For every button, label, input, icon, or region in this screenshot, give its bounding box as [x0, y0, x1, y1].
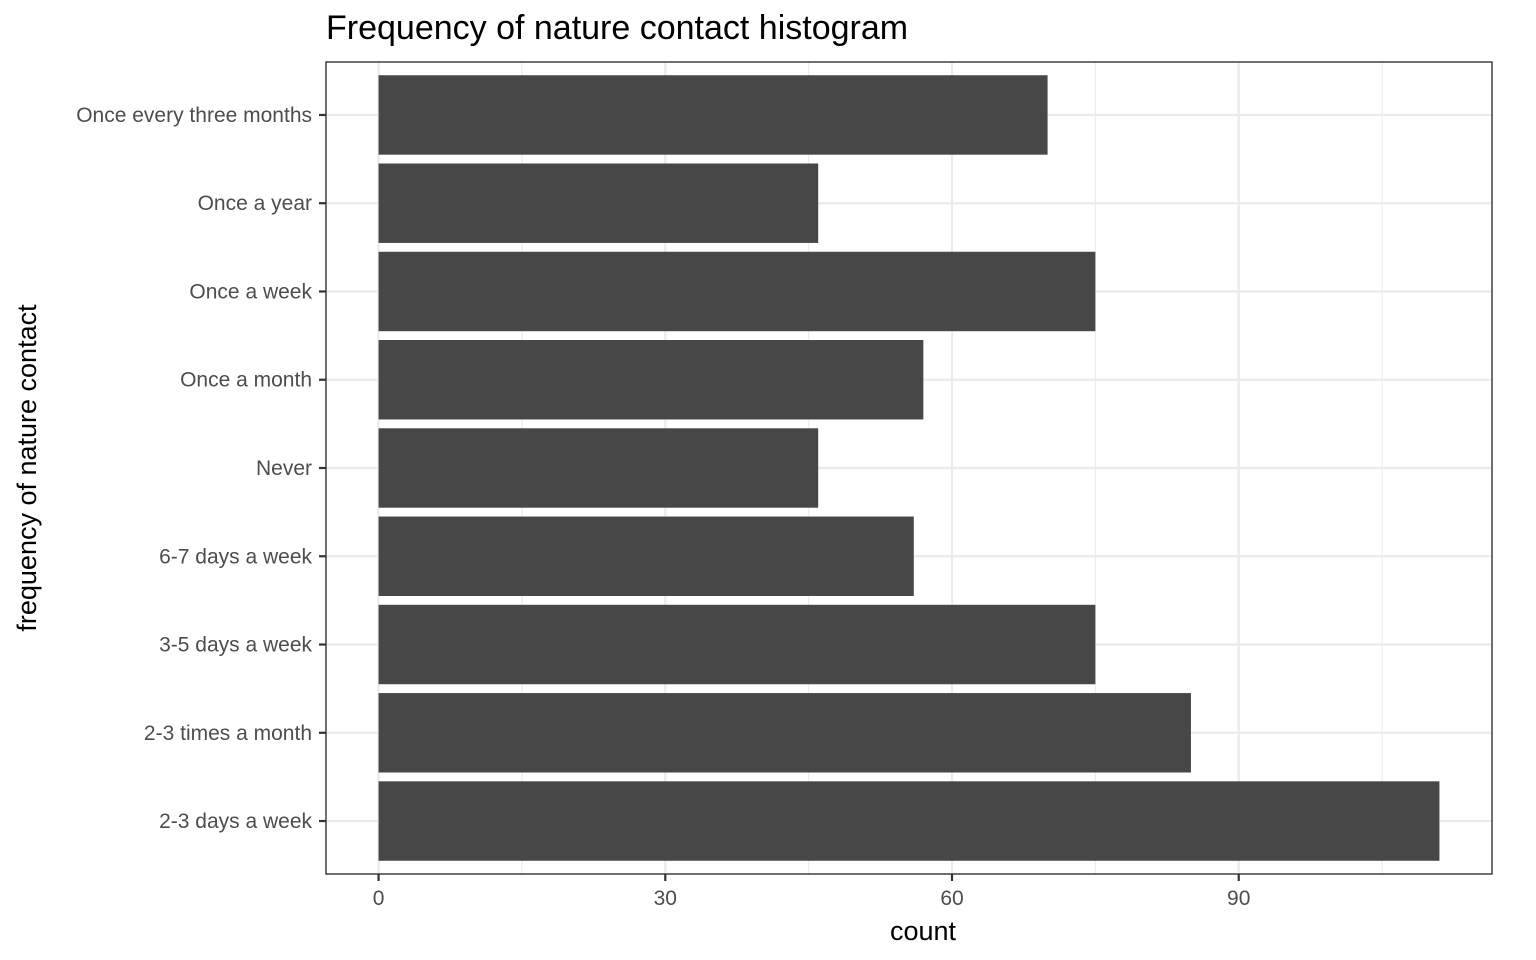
y-axis: 2-3 days a week 2-3 times a month 3-5 days…: [76, 104, 326, 833]
y-tick-label: Once a year: [198, 192, 312, 215]
x-tick-label: 30: [654, 887, 677, 910]
bar: [378, 75, 1048, 155]
y-tick-label: 6-7 days a week: [159, 545, 312, 568]
bar: [378, 251, 1096, 332]
chart-title: Frequency of nature contact histogram: [326, 9, 908, 47]
bar: [378, 428, 819, 508]
bar: [378, 604, 1096, 685]
x-tick-label: 90: [1227, 887, 1250, 910]
bar: [378, 693, 1191, 773]
bar: [378, 781, 1440, 861]
y-tick-label: Never: [256, 457, 312, 480]
y-tick-label: Once a month: [180, 369, 312, 392]
y-tick-label: 2-3 times a month: [144, 722, 312, 745]
y-tick-label: 3-5 days a week: [159, 634, 312, 657]
y-axis-title: frequency of nature contact: [12, 304, 42, 632]
y-tick-label: Once every three months: [76, 104, 312, 127]
bar: [378, 340, 924, 420]
x-axis: 0 30 60 90: [373, 874, 1250, 910]
y-tick-label: Once a week: [189, 280, 312, 303]
bars-layer: [378, 75, 1440, 861]
x-tick-label: 0: [373, 887, 385, 910]
bar: [378, 163, 819, 243]
bar: [378, 516, 914, 596]
x-axis-title: count: [890, 916, 957, 946]
y-tick-label: 2-3 days a week: [159, 810, 312, 833]
x-tick-label: 60: [940, 887, 963, 910]
